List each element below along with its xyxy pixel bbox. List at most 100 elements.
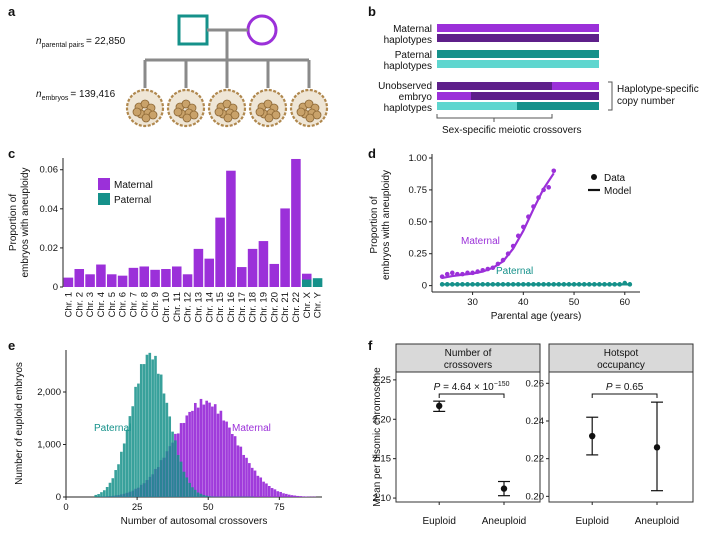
point-paternal xyxy=(612,282,617,287)
hist-bar-paternal xyxy=(168,416,172,497)
crossover-brackets xyxy=(436,81,613,122)
point-maternal xyxy=(470,270,475,276)
hist-bar-paternal xyxy=(174,440,177,497)
panel-label-a: a xyxy=(8,4,16,19)
hist-bar-maternal xyxy=(290,495,294,497)
chart-d: 0 0.25 0.50 0.75 1.00 30 40 50 60 Parental age (y… xyxy=(369,153,640,322)
legend-label-maternal: Maternal xyxy=(114,180,153,191)
y-axis-label: Number of euploid embryos xyxy=(14,362,25,485)
bar-maternal xyxy=(215,217,225,287)
point-paternal xyxy=(592,282,597,287)
y-tick-label: 0 xyxy=(422,281,427,292)
p-value-label: P = 0.65 xyxy=(606,382,644,393)
point-paternal xyxy=(500,282,506,287)
hist-bar-maternal xyxy=(285,493,288,497)
label-copy-number-1: Haplotype-specific xyxy=(617,84,699,95)
y-tick-label: 0.02 xyxy=(40,243,59,254)
maternal-haplotype-1 xyxy=(437,24,599,32)
point-paternal xyxy=(586,282,592,287)
x-tick-label: Chr. 5 xyxy=(107,292,118,317)
x-tick-label: Chr. 16 xyxy=(226,292,237,323)
point-paternal xyxy=(470,282,475,287)
bar-maternal xyxy=(161,269,171,287)
hist-bar-maternal xyxy=(191,410,194,497)
y-tick-label: 2.20 xyxy=(373,414,392,425)
embryo-icon xyxy=(125,88,165,128)
hist-bar-maternal xyxy=(228,427,231,497)
point-maternal xyxy=(449,270,455,276)
male-square-icon xyxy=(177,14,209,46)
hist-bar-paternal xyxy=(194,489,197,497)
point-maternal xyxy=(531,204,536,209)
bar-maternal xyxy=(280,208,290,287)
hist-bar-maternal xyxy=(199,398,203,497)
bar-maternal xyxy=(150,269,160,287)
mean-point xyxy=(653,444,661,451)
point-maternal xyxy=(480,268,486,273)
point-maternal xyxy=(444,271,450,277)
x-tick-label: 30 xyxy=(467,297,478,308)
bar-maternal xyxy=(193,248,204,287)
hist-bar-paternal xyxy=(188,482,191,497)
point-maternal xyxy=(541,187,546,193)
y-tick-label: 0.75 xyxy=(409,185,428,196)
embryo-cell xyxy=(296,107,306,117)
x-axis-label: Parental age (years) xyxy=(491,311,582,322)
point-paternal xyxy=(460,282,465,287)
embryo-cell xyxy=(222,99,232,109)
y-tick-label: 0 xyxy=(53,282,58,293)
embryo-haplotype-1b xyxy=(552,82,599,90)
hist-bar-maternal xyxy=(248,463,251,497)
hist-bar-paternal xyxy=(145,354,149,497)
point-maternal xyxy=(536,195,541,200)
hist-bar-maternal xyxy=(282,493,285,497)
hist-bar-maternal xyxy=(219,410,223,497)
embryo-cell xyxy=(223,113,233,123)
embryo-cell xyxy=(304,99,314,109)
legend-label-data: Data xyxy=(604,173,626,184)
point-maternal xyxy=(455,271,460,277)
point-paternal xyxy=(521,282,526,287)
hist-bar-paternal xyxy=(154,355,157,497)
bar-maternal xyxy=(96,264,106,287)
bar-maternal xyxy=(269,263,280,287)
hist-bar-maternal xyxy=(202,404,206,497)
x-tick-label: Chr. 17 xyxy=(237,292,248,323)
mean-point xyxy=(500,485,508,492)
point-paternal xyxy=(495,282,501,287)
hist-bar-maternal xyxy=(299,496,302,497)
facet-frame xyxy=(548,371,694,503)
x-tick-label: Chr. 8 xyxy=(139,292,150,317)
bar-paternal xyxy=(312,278,323,287)
hist-bar-maternal xyxy=(188,411,191,497)
hist-bar-maternal xyxy=(242,454,245,497)
embryo-icon xyxy=(248,88,288,128)
y-axis-label: Mean per disomic chromosome xyxy=(372,367,383,507)
point-paternal xyxy=(439,282,445,287)
point-paternal xyxy=(480,282,486,287)
embryo-icon xyxy=(166,88,206,128)
point-paternal xyxy=(531,282,536,287)
point-paternal xyxy=(546,282,551,287)
y-tick-label: 0.06 xyxy=(40,165,59,176)
bar-maternal xyxy=(117,275,128,287)
facet-title-line2: occupancy xyxy=(597,360,645,371)
point-paternal xyxy=(449,282,455,287)
hist-bar-paternal xyxy=(157,373,160,497)
label-maternal-haplotypes-2: haplotypes xyxy=(384,35,432,46)
point-maternal xyxy=(485,266,491,272)
embryo-cell xyxy=(182,113,192,123)
paternal-haplotype-2 xyxy=(437,60,599,68)
point-maternal xyxy=(439,274,445,279)
facet-title-line2: crossovers xyxy=(444,360,492,371)
point-paternal xyxy=(505,282,511,287)
hist-bar-paternal xyxy=(165,402,169,497)
hist-bar-paternal xyxy=(117,464,120,497)
embryo-cell xyxy=(305,113,315,123)
facet-header xyxy=(548,343,694,373)
x-tick-label: Chr. 10 xyxy=(161,292,172,323)
panel-a: a nparental pairs = 22,850 nembryos = 139,… xyxy=(8,4,329,128)
y-tick-label: 0.50 xyxy=(409,217,428,228)
embryo-cell xyxy=(214,107,224,117)
bar-maternal xyxy=(258,241,269,287)
